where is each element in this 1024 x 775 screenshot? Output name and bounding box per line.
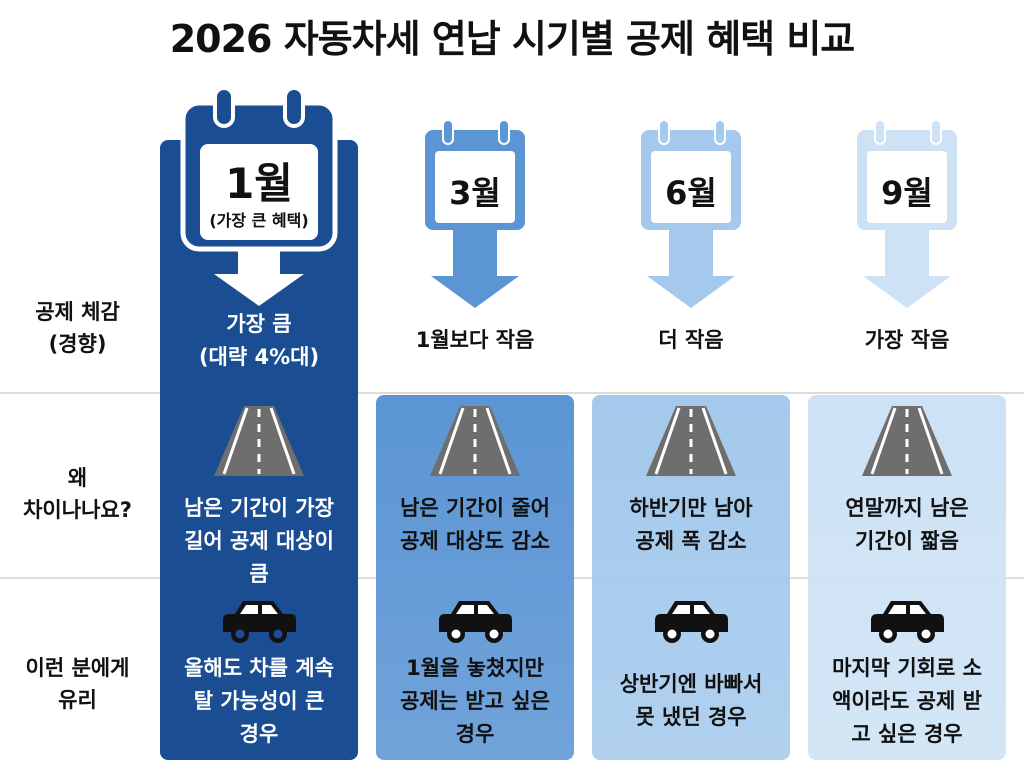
text-line: 상반기엔 바빠서 [619,672,763,696]
calendar-icon [641,119,741,308]
text-line: 경우 [455,722,495,746]
benefit-text: 1월보다 작음 [376,324,574,357]
text-line: 탈 가능성이 큰 [193,689,325,713]
text-line: 기간이 짧음 [855,529,959,553]
month-label: 1월 [225,159,293,208]
text-line: 못 냈던 경우 [635,705,747,729]
row-label-reason: 왜 차이나나요? [0,462,155,526]
row-label-line: 이런 분에게 [25,656,130,680]
month-label: 9월 [881,174,933,212]
row-label-line: 왜 [67,466,88,490]
car-icon [439,601,512,643]
text-line: 연말까지 남은 [845,496,969,520]
text-line: 올해도 차를 계속 [184,656,334,680]
road-icon [430,406,520,476]
text-line: 공제 폭 감소 [635,529,747,553]
text-line: 1월보다 작음 [415,328,535,352]
row-label-favored: 이런 분에게 유리 [0,652,155,716]
text-line: 하반기만 남아 [629,496,753,520]
text-line: 남은 기간이 가장 [184,496,334,520]
road-icon [646,406,736,476]
text-line: 큼 [249,562,269,586]
text-line: (대략 4%대) [198,345,320,369]
row-label-benefit: 공제 체감 (경향) [0,296,155,360]
text-line: 마지막 기회로 소 [832,656,982,680]
row-label-line: 공제 체감 [35,300,120,324]
text-line: 액이라도 공제 받 [832,689,982,713]
text-line: 더 작음 [658,328,724,352]
row-divider [0,392,1024,394]
text-line: 공제는 받고 싶은 [400,689,550,713]
text-line: 가장 큼 [226,312,292,336]
row-label-line: (경향) [48,332,107,356]
road-icon [862,406,952,476]
month-label: 6월 [665,174,717,212]
benefit-text: 가장 작음 [808,324,1006,357]
calendar-icon [425,119,525,308]
text-line: 남은 기간이 줄어 [400,496,550,520]
text-line: 길어 공제 대상이 [184,529,334,553]
text-line: 공제 대상도 감소 [400,529,550,553]
text-line: 고 싶은 경우 [851,722,963,746]
row-label-line: 차이나나요? [23,498,132,522]
benefit-text: 가장 큼 (대략 4%대) [160,308,358,374]
row-label-line: 유리 [58,688,97,712]
text-line: 가장 작음 [864,328,950,352]
text-line: 1월을 놓쳤지만 [406,656,544,680]
calendar-icon [180,86,338,306]
car-icon [871,601,944,643]
benefit-text: 더 작음 [592,324,790,357]
car-icon [655,601,728,643]
page-title: 2026 자동차세 연납 시기별 공제 혜택 비교 [169,17,856,61]
calendar-icon [857,119,957,308]
month-sublabel: (가장 큰 혜택) [209,211,309,230]
text-line: 경우 [239,722,279,746]
road-icon [214,406,304,476]
month-label: 3월 [449,174,501,212]
car-icon [223,601,296,643]
